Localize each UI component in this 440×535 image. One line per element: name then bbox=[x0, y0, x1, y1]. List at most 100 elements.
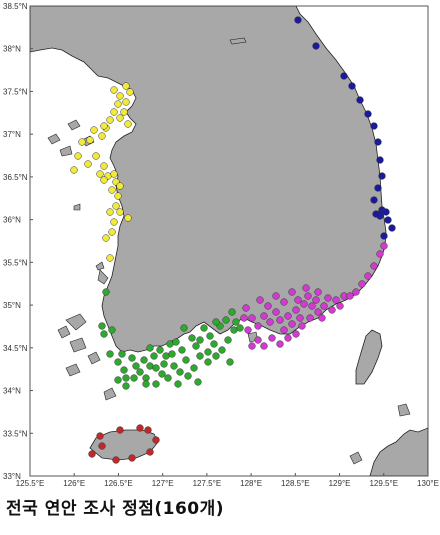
west-coast-station bbox=[102, 234, 110, 242]
south-west-station bbox=[160, 360, 168, 368]
south-west-station bbox=[122, 374, 130, 382]
west-coast-station bbox=[100, 162, 108, 170]
south-east-station bbox=[296, 314, 304, 322]
west-coast-station bbox=[108, 228, 116, 236]
west-coast-station bbox=[116, 182, 124, 190]
south-west-station bbox=[218, 346, 226, 354]
south-west-station bbox=[128, 354, 136, 362]
south-east-station bbox=[244, 326, 252, 334]
south-east-station bbox=[288, 288, 296, 296]
south-west-station bbox=[196, 336, 204, 344]
south-west-station bbox=[120, 366, 128, 374]
west-coast-station bbox=[124, 120, 132, 128]
south-west-station bbox=[228, 308, 236, 316]
south-west-station bbox=[170, 362, 178, 370]
south-east-station bbox=[314, 288, 322, 296]
west-coast-station bbox=[124, 214, 132, 222]
tsushima-island bbox=[355, 329, 383, 385]
south-east-station bbox=[242, 304, 250, 312]
south-east-station bbox=[346, 292, 354, 300]
west-coast-station bbox=[86, 136, 94, 144]
south-west-station bbox=[190, 364, 198, 372]
south-west-station bbox=[212, 318, 220, 326]
korean-peninsula-land bbox=[30, 6, 387, 353]
east-coast-station bbox=[378, 172, 386, 180]
south-east-station bbox=[318, 314, 326, 322]
south-east-station bbox=[248, 342, 256, 350]
map-caption: 전국 연안 조사 정점(160개) bbox=[6, 499, 225, 519]
south-east-station bbox=[292, 330, 300, 338]
east-coast-station bbox=[374, 184, 382, 192]
west-coast-station bbox=[70, 166, 78, 174]
south-west-station bbox=[184, 372, 192, 380]
south-west-station bbox=[150, 352, 158, 360]
jeju-station bbox=[88, 450, 96, 458]
west-coast-station bbox=[126, 88, 134, 96]
south-west-station bbox=[158, 370, 166, 378]
south-east-station bbox=[302, 284, 310, 292]
east-coast-station bbox=[340, 72, 348, 80]
south-east-station bbox=[264, 302, 272, 310]
south-east-station bbox=[272, 292, 280, 300]
jeju-station bbox=[136, 424, 144, 432]
south-east-station bbox=[300, 300, 308, 308]
jeju-station bbox=[146, 448, 154, 456]
south-west-station bbox=[118, 350, 126, 358]
south-west-station bbox=[136, 368, 144, 376]
lon-tick-label: 130°E bbox=[417, 479, 439, 488]
south-east-station bbox=[288, 320, 296, 328]
south-east-station bbox=[306, 314, 314, 322]
lon-tick-label: 126°E bbox=[63, 479, 85, 488]
map-frame: 38.5°N 38°N 37.5°N 37°N 36.5°N 36°N 35.5°N 35°N… bbox=[3, 2, 439, 488]
south-west-station bbox=[232, 318, 240, 326]
longitude-ticks: 125.5°E 126°E 126.5°E 127°E 127.5°E 128°E 128.… bbox=[16, 473, 439, 488]
west-coast-station bbox=[110, 86, 118, 94]
west-coast-station bbox=[96, 170, 104, 178]
south-east-station bbox=[358, 280, 366, 288]
lon-tick-label: 128.5°E bbox=[281, 479, 310, 488]
west-coast-station bbox=[90, 126, 98, 134]
south-west-station bbox=[106, 350, 114, 358]
east-coast-station bbox=[364, 110, 372, 118]
west-coast-station bbox=[112, 202, 120, 210]
south-west-station bbox=[98, 322, 106, 330]
south-west-station bbox=[174, 380, 182, 388]
south-east-station bbox=[276, 340, 284, 348]
east-coast-station bbox=[380, 232, 388, 240]
south-west-station bbox=[102, 288, 110, 296]
east-coast-station bbox=[348, 82, 356, 90]
south-west-station bbox=[194, 378, 202, 386]
south-east-station bbox=[284, 312, 292, 320]
jeju-station bbox=[152, 436, 160, 444]
east-coast-station bbox=[370, 196, 378, 204]
west-coast-station bbox=[110, 108, 118, 116]
south-east-station bbox=[332, 296, 340, 304]
south-west-station bbox=[200, 324, 208, 332]
south-west-station bbox=[226, 358, 234, 366]
south-west-station bbox=[178, 346, 186, 354]
south-east-station bbox=[254, 336, 262, 344]
west-coast-station bbox=[122, 82, 130, 90]
south-east-station bbox=[280, 326, 288, 334]
lat-tick-label: 35.5°N bbox=[3, 258, 28, 267]
south-east-station bbox=[364, 272, 372, 280]
jeju-station bbox=[98, 442, 106, 450]
east-coast-station bbox=[384, 216, 392, 224]
south-west-station bbox=[182, 356, 190, 364]
west-coast-station bbox=[84, 160, 92, 168]
west-coast-station bbox=[106, 116, 114, 124]
south-east-station bbox=[284, 334, 292, 342]
south-west-station bbox=[130, 374, 138, 382]
south-east-station bbox=[380, 242, 388, 250]
west-coast-station bbox=[110, 170, 118, 178]
south-west-station bbox=[108, 326, 116, 334]
lat-tick-label: 38°N bbox=[3, 45, 21, 54]
west-coast-station bbox=[74, 152, 82, 160]
small-islands bbox=[47, 37, 411, 465]
south-east-station bbox=[376, 250, 384, 258]
west-coast-station bbox=[116, 92, 124, 100]
south-west-station bbox=[152, 364, 160, 372]
east-coast-station bbox=[370, 122, 378, 130]
lat-tick-label: 34.5°N bbox=[3, 344, 28, 353]
south-west-station bbox=[222, 316, 230, 324]
